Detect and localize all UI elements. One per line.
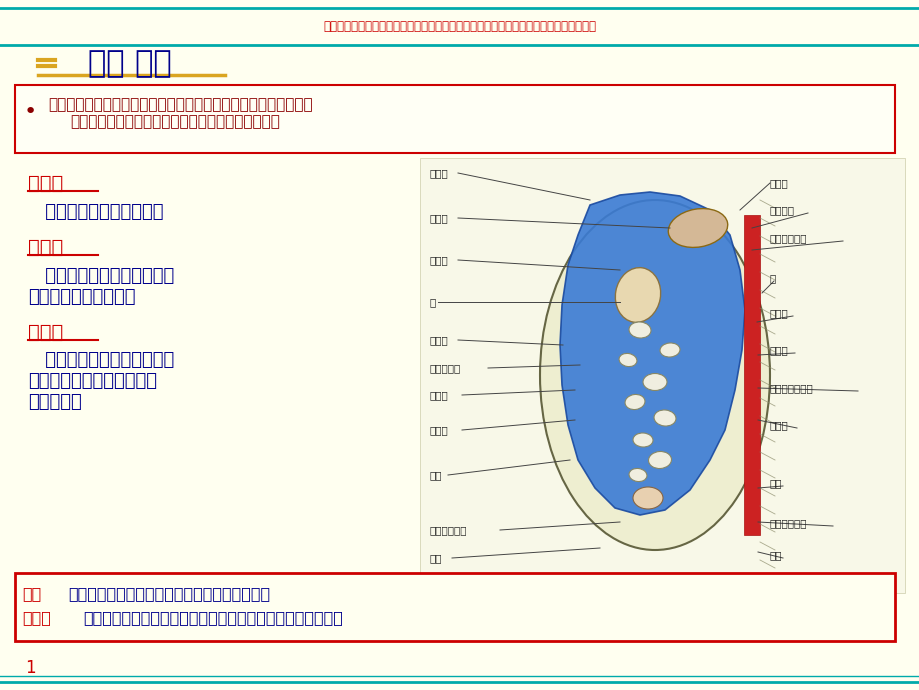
Ellipse shape [629, 469, 646, 482]
Text: 由壁腹膜返折并覆盖于腹、: 由壁腹膜返折并覆盖于腹、 [28, 267, 174, 285]
Text: 直肠: 直肠 [769, 550, 782, 560]
Text: 网膜囊: 网膜囊 [769, 345, 788, 355]
Text: 膈: 膈 [769, 273, 776, 283]
Text: 直肠子宫陷凹: 直肠子宫陷凹 [769, 518, 807, 528]
Ellipse shape [539, 200, 769, 550]
FancyBboxPatch shape [743, 215, 759, 535]
Ellipse shape [632, 433, 652, 447]
Text: 大网膜: 大网膜 [429, 425, 448, 435]
Text: 的浆膜，由间皮和少量结缔组织构成，呈半透明状。: 的浆膜，由间皮和少量结缔组织构成，呈半透明状。 [70, 115, 279, 130]
Text: 肝左叶: 肝左叶 [429, 213, 448, 223]
Ellipse shape [642, 373, 666, 391]
FancyBboxPatch shape [15, 573, 894, 641]
Text: 壁腹膜: 壁腹膜 [429, 335, 448, 345]
Text: 腹膜腔: 腹膜腔 [22, 611, 51, 626]
Text: 文档仅供参考，不能作为科学依据，请勿模仿；如有不当之处，请联系网站或本人删除。: 文档仅供参考，不能作为科学依据，请勿模仿；如有不当之处，请联系网站或本人删除。 [323, 19, 596, 32]
Ellipse shape [615, 268, 660, 322]
Text: 壁腹膜: 壁腹膜 [28, 173, 63, 193]
Text: 腹膜腔: 腹膜腔 [28, 322, 63, 342]
Text: 小网膜: 小网膜 [429, 255, 448, 265]
Text: 定义：为覆盖于腹、盆腔壁内和腹、盆腔脏器表面的一层薄而光滑: 定义：为覆盖于腹、盆腔壁内和腹、盆腔脏器表面的一层薄而光滑 [48, 97, 312, 112]
Text: 脏腹膜: 脏腹膜 [28, 237, 63, 257]
Text: •: • [23, 102, 37, 122]
Text: 肝裸区: 肝裸区 [769, 178, 788, 188]
Text: 膀胱: 膀胱 [429, 553, 442, 563]
Text: 壁腹膜和脏腹膜互相延续、: 壁腹膜和脏腹膜互相延续、 [28, 351, 174, 369]
Text: 横结肠: 横结肠 [429, 390, 448, 400]
Text: 1: 1 [25, 659, 36, 677]
Text: 子宫: 子宫 [769, 478, 782, 488]
Ellipse shape [667, 208, 727, 248]
Text: 腹腔: 腹腔 [22, 586, 41, 602]
Ellipse shape [624, 395, 644, 410]
Text: 小肠: 小肠 [429, 470, 442, 480]
Ellipse shape [648, 451, 671, 469]
Ellipse shape [632, 487, 663, 509]
Text: 横结肠系膜: 横结肠系膜 [429, 363, 460, 373]
Text: 肠系膜: 肠系膜 [769, 420, 788, 430]
Text: 膀胱子宫陷凹: 膀胱子宫陷凹 [429, 525, 467, 535]
Ellipse shape [653, 410, 675, 426]
Text: 则指脏腹膜和壁腹膜之间的潜在性腔隙，腔内仅含少量浆液。: 则指脏腹膜和壁腹膜之间的潜在性腔隙，腔内仅含少量浆液。 [83, 611, 343, 626]
Text: 网膜孔: 网膜孔 [769, 308, 788, 318]
Ellipse shape [618, 353, 636, 366]
Text: 十二指肠水平部: 十二指肠水平部 [769, 383, 813, 393]
Text: 衬于腹、盆腔壁的腹膜。: 衬于腹、盆腔壁的腹膜。 [28, 203, 164, 221]
Text: 一、 概述: 一、 概述 [88, 50, 172, 79]
FancyBboxPatch shape [420, 158, 904, 593]
Text: 移行，共同围成不规则的潜: 移行，共同围成不规则的潜 [28, 372, 157, 390]
Text: 在性腔隙。: 在性腔隙。 [28, 393, 82, 411]
Ellipse shape [659, 343, 679, 357]
Text: 网膜囊上隐窝: 网膜囊上隐窝 [769, 233, 807, 243]
Text: 肝尾状叶: 肝尾状叶 [769, 205, 794, 215]
Ellipse shape [629, 322, 651, 338]
Text: 脏腹膜: 脏腹膜 [429, 168, 448, 178]
Polygon shape [560, 192, 744, 515]
Text: 是指骨盆上口以上，腹前壁和腹后壁之间的腔。: 是指骨盆上口以上，腹前壁和腹后壁之间的腔。 [68, 586, 270, 602]
Text: 胃: 胃 [429, 297, 436, 307]
FancyBboxPatch shape [15, 85, 894, 153]
Text: 盆腔脏器表面的腹膜。: 盆腔脏器表面的腹膜。 [28, 288, 135, 306]
